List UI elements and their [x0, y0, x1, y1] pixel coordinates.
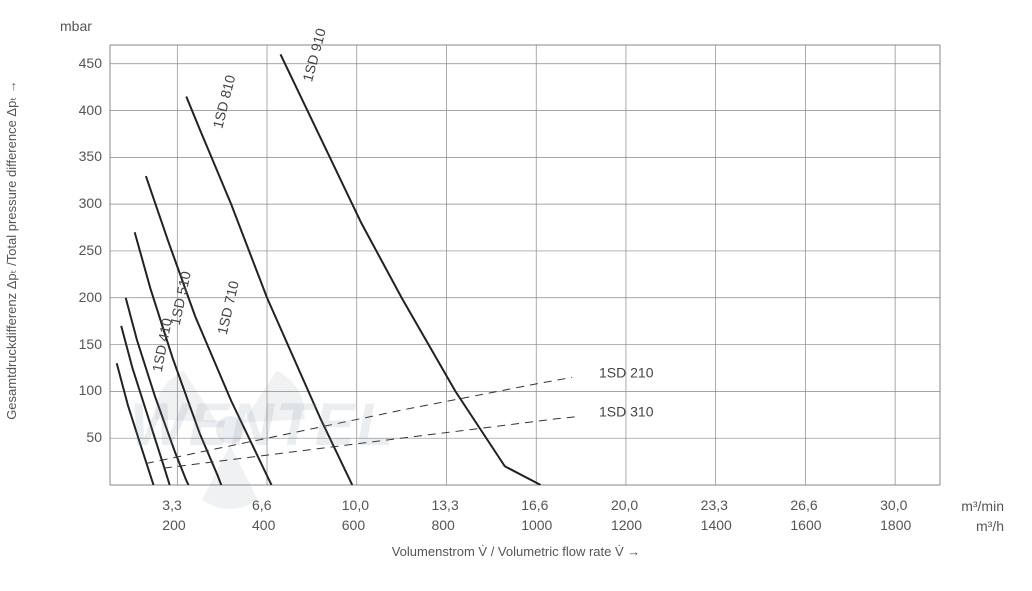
x-tick-m3min: 10,0: [342, 497, 369, 513]
x-tick-m3h: 1400: [701, 517, 732, 533]
x-axis-title: Volumenstrom V̇ / Volumetric flow rate V…: [392, 544, 641, 559]
series-label-1SD 210-dashed: 1SD 210: [599, 364, 654, 380]
chart-svg: 1SD 9101SD 8101SD 7101SD 5101SD 4101SD 2…: [0, 0, 1032, 591]
x-tick-m3h: 800: [431, 517, 454, 533]
series-1SD 910: [280, 54, 540, 485]
y-tick: 100: [79, 382, 102, 398]
x-tick-m3h: 400: [252, 517, 275, 533]
y-tick: 50: [86, 429, 102, 445]
x-tick-m3h: 600: [342, 517, 365, 533]
series-label-1SD 810: 1SD 810: [210, 73, 239, 130]
x-tick-m3min: 23,3: [701, 497, 728, 513]
x-axis-title-text: Volumenstrom V̇ / Volumetric flow rate V…: [392, 544, 641, 559]
y-tick: 450: [79, 55, 102, 71]
x-tick-m3min: 6,6: [252, 497, 271, 513]
series-label-1SD 310-dashed: 1SD 310: [599, 404, 654, 420]
y-tick: 300: [79, 195, 102, 211]
y-tick: 200: [79, 289, 102, 305]
x-unit-m3h: m³/h: [976, 518, 1004, 534]
x-unit-m3min: m³/min: [961, 498, 1004, 514]
x-tick-m3min: 26,6: [790, 497, 817, 513]
x-tick-m3h: 1200: [611, 517, 642, 533]
x-tick-m3h: 1800: [880, 517, 911, 533]
series-label-1SD 910: 1SD 910: [299, 26, 329, 83]
x-tick-m3min: 13,3: [431, 497, 458, 513]
y-tick: 150: [79, 336, 102, 352]
series-1SD 810: [186, 96, 352, 485]
x-tick-m3min: 30,0: [880, 497, 907, 513]
y-tick: 350: [79, 148, 102, 164]
x-tick-m3min: 3,3: [162, 497, 181, 513]
series-1SD 210-solid: [117, 363, 154, 485]
series-label-1SD 710: 1SD 710: [214, 279, 242, 336]
x-tick-m3min: 16,6: [521, 497, 548, 513]
x-tick-m3h: 1600: [790, 517, 821, 533]
y-tick: 250: [79, 242, 102, 258]
y-tick: 400: [79, 102, 102, 118]
x-tick-m3min: 20,0: [611, 497, 638, 513]
pressure-flow-chart: mbar Gesamtdruckdifferenz Δpₜ /Total pre…: [0, 0, 1032, 591]
x-tick-m3h: 1000: [521, 517, 552, 533]
x-tick-m3h: 200: [162, 517, 185, 533]
